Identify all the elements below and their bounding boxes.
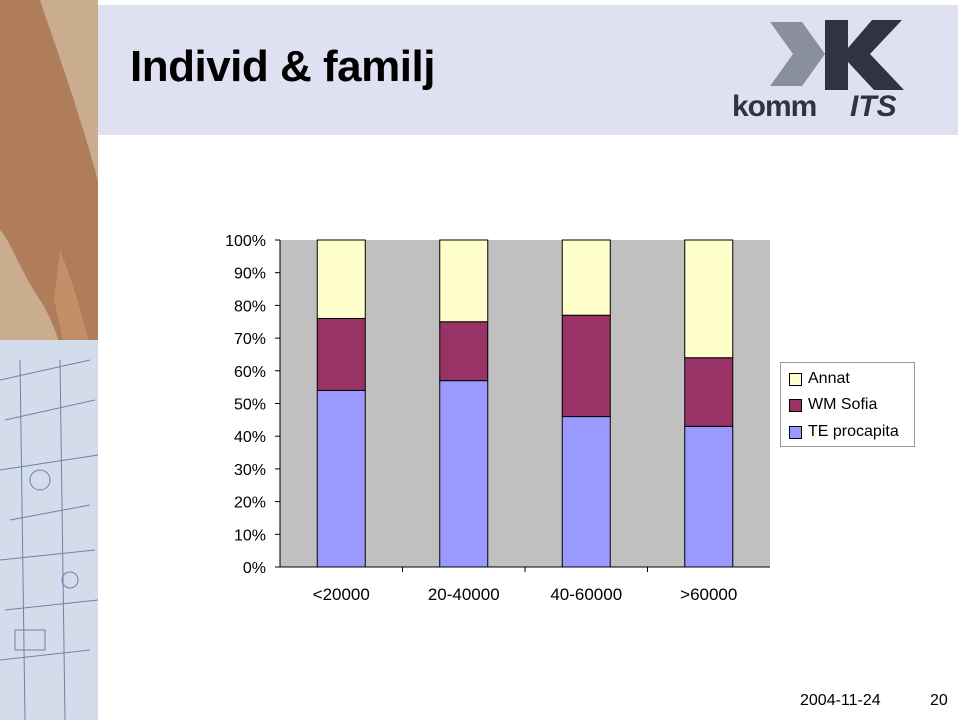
y-tick-label: 90% [234,266,266,283]
y-tick-label: 0% [243,560,266,577]
background-photo [0,0,98,720]
y-tick-label: 80% [234,298,266,315]
bar-segment [316,239,366,319]
chart-legend: Annat WM Sofia TE procapita [780,362,915,447]
y-tick-label: 40% [234,429,266,446]
legend-item-wm-sofia: WM Sofia [789,394,877,416]
bar-segment [684,425,734,568]
y-tick-label: 30% [234,462,266,479]
y-tick-label: 60% [234,364,266,381]
legend-item-annat: Annat [789,368,850,390]
bar-segment [684,357,734,427]
y-tick-label: 100% [225,233,266,250]
bar-segment [561,416,611,568]
legend-item-te-procapita: TE procapita [789,421,899,443]
y-tick-label: 70% [234,331,266,348]
x-tick-label: 40-60000 [550,585,622,604]
blueprint-hand-image [0,0,98,720]
legend-swatch-annat [789,372,802,386]
svg-text:komm: komm [732,90,816,122]
bar-segment [561,239,611,316]
x-tick-label: >60000 [680,585,737,604]
y-tick-label: 20% [234,495,266,512]
bar-segment [316,317,366,391]
legend-label: WM Sofia [808,396,878,413]
legend-label: Annat [808,370,850,387]
bar-segment [316,389,366,568]
y-tick-label: 10% [234,527,266,544]
bar-segment [439,239,489,323]
y-tick-label: 50% [234,397,266,414]
legend-label: TE procapita [808,423,899,440]
slide-title: Individ & familj [130,42,435,91]
kommits-logo: komm ITS [730,12,950,123]
x-tick-label: 20-40000 [428,585,500,604]
bar-segment [561,314,611,418]
svg-text:ITS: ITS [850,90,897,122]
slide-page-number: 20 [930,692,948,709]
x-tick-label: <20000 [313,585,370,604]
title-bar [98,5,958,135]
bar-segment [684,239,734,359]
legend-swatch-te-procapita [789,425,802,439]
slide-date: 2004-11-24 [800,692,881,709]
bar-segment [439,321,489,382]
legend-swatch-wm-sofia [789,398,802,412]
bar-segment [439,380,489,568]
